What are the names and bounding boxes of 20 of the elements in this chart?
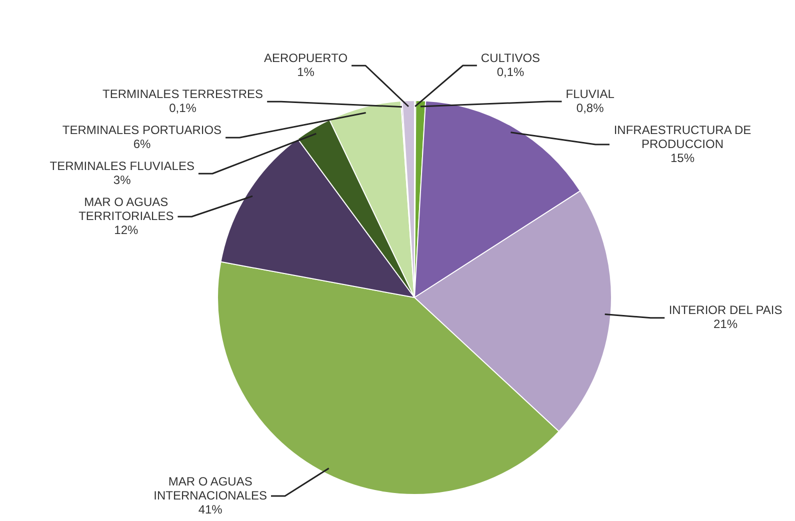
slice-label: TERMINALES TERRESTRES: [102, 86, 263, 101]
data-label: 15%: [670, 150, 695, 165]
slice-label: AEROPUERTO: [264, 50, 348, 65]
data-label: 21%: [714, 317, 738, 332]
data-label: 0,8%: [576, 100, 604, 115]
slice-label: CULTIVOS: [480, 50, 540, 65]
slice-label: MAR O AGUAS TERRITORIALES: [78, 194, 174, 223]
slice-label: FLUVIAL: [566, 86, 615, 101]
slice-label: TERMINALES FLUVIALES: [50, 158, 194, 173]
data-label: 1%: [297, 64, 315, 79]
data-label: 3%: [113, 172, 132, 187]
slice-label: INFRAESTRUCTURA DE PRODUCCION: [614, 122, 752, 151]
data-label: 0,1%: [169, 100, 197, 115]
slice-label: INTERIOR DEL PAIS: [668, 303, 782, 318]
data-label: 0,1%: [496, 64, 524, 79]
data-label: 6%: [133, 136, 151, 151]
data-label: 41%: [198, 502, 223, 516]
slice-label: TERMINALES PORTUARIOS: [62, 122, 222, 137]
slice-label: MAR O AGUAS INTERNACIONALES: [154, 474, 268, 502]
data-label: 12%: [114, 222, 138, 237]
